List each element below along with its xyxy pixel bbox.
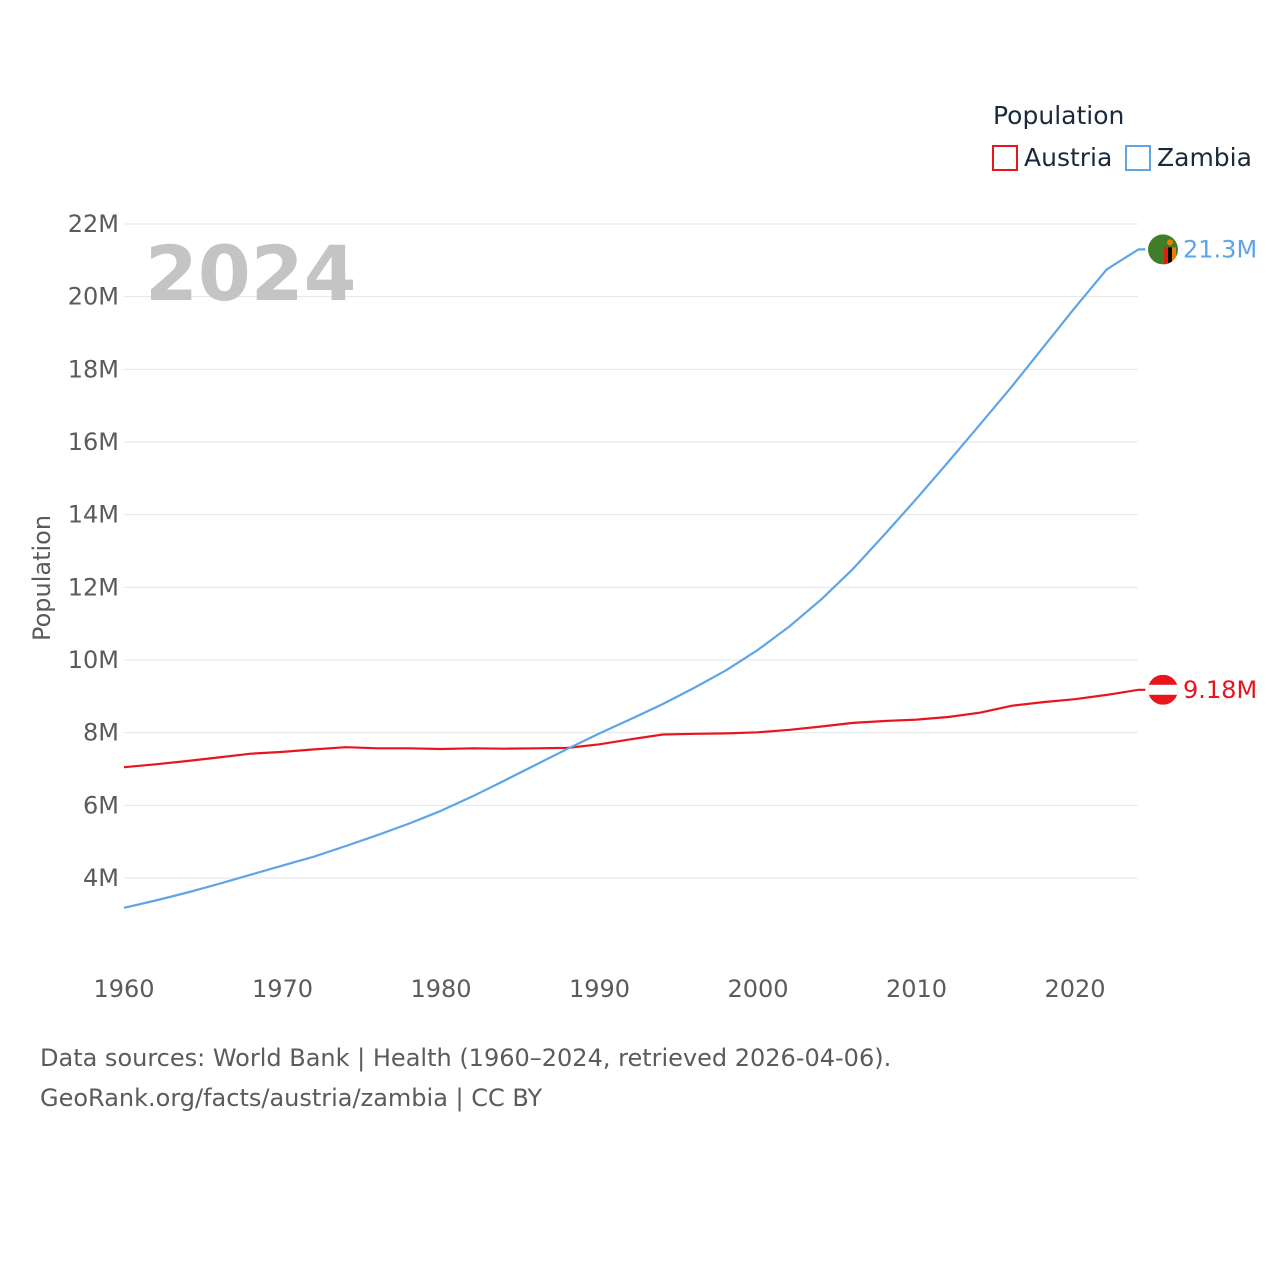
end-label-zambia: 21.3M	[1183, 235, 1257, 263]
y-tick-label: 12M	[68, 573, 119, 601]
y-axis-ticks: 4M 6M 8M 10M 12M 14M 16M 18M 20M 22M	[68, 210, 119, 892]
legend-item-austria[interactable]: Austria	[992, 143, 1112, 172]
y-tick-label: 20M	[68, 283, 119, 311]
end-label-austria: 9.18M	[1183, 676, 1257, 704]
y-tick-label: 18M	[68, 355, 119, 383]
x-tick-label: 1960	[93, 975, 154, 1003]
series-line-austria[interactable]	[123, 688, 1146, 769]
zambia-flag-icon	[1148, 234, 1178, 265]
legend-title: Population	[993, 101, 1124, 130]
legend-label-austria: Austria	[1024, 143, 1112, 172]
x-tick-label: 1980	[410, 975, 471, 1003]
y-tick-label: 16M	[68, 428, 119, 456]
series-lines	[123, 248, 1146, 909]
x-tick-label: 2020	[1044, 975, 1105, 1003]
y-tick-label: 4M	[83, 864, 119, 892]
x-tick-label: 2000	[727, 975, 788, 1003]
legend-label-zambia: Zambia	[1157, 143, 1252, 172]
legend-item-zambia[interactable]: Zambia	[1125, 143, 1252, 172]
austria-flag-icon	[1148, 674, 1178, 705]
x-tick-label: 1970	[252, 975, 313, 1003]
series-line-zambia[interactable]	[123, 248, 1146, 909]
x-axis-ticks: 1960 1970 1980 1990 2000 2010 2020	[93, 975, 1105, 1003]
y-tick-label: 6M	[83, 791, 119, 819]
footer-link[interactable]: GeoRank.org/facts/austria/zambia | CC BY	[40, 1084, 543, 1112]
legend-swatch-zambia	[1125, 145, 1151, 171]
legend-swatch-austria	[992, 145, 1018, 171]
y-tick-label: 10M	[68, 646, 119, 674]
legend: Population Austria Zambia	[992, 101, 1252, 172]
y-tick-label: 8M	[83, 719, 119, 747]
y-axis-label: Population	[28, 515, 56, 641]
footer-sources: Data sources: World Bank | Health (1960–…	[40, 1044, 892, 1072]
x-tick-label: 1990	[569, 975, 630, 1003]
y-tick-label: 14M	[68, 501, 119, 529]
x-tick-label: 2010	[886, 975, 947, 1003]
year-watermark: 2024	[145, 229, 357, 318]
grid-lines	[124, 223, 1138, 879]
series-endpoints: 9.18M 21.3M	[1148, 234, 1257, 705]
y-tick-label: 22M	[68, 210, 119, 238]
